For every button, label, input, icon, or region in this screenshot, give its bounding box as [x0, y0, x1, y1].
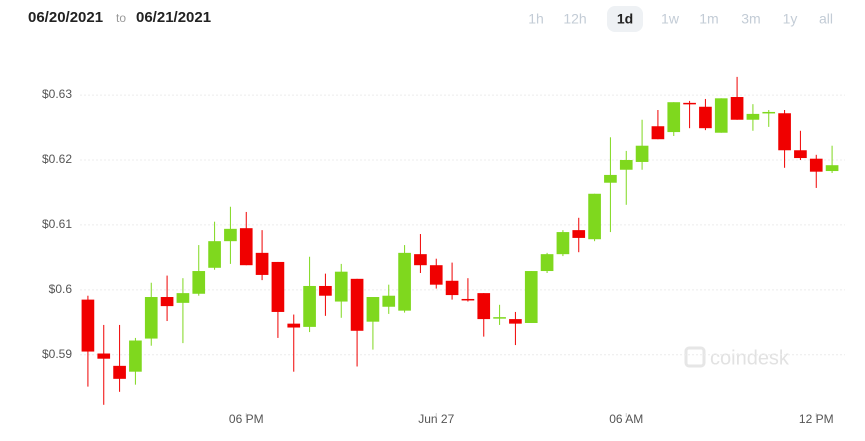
- candle-body: [746, 113, 760, 120]
- candle-body: [730, 97, 744, 120]
- y-tick-label: $0.62: [42, 152, 72, 166]
- date-from: 06/20/2021: [28, 9, 103, 26]
- candle-body: [334, 271, 348, 302]
- candle-body: [619, 160, 633, 170]
- candle-body: [572, 230, 586, 238]
- candle-body: [255, 252, 269, 275]
- candle-body: [129, 340, 142, 372]
- date-to-word: to: [116, 11, 126, 25]
- candle-body: [271, 261, 285, 312]
- x-tick-label: 12 PM: [799, 412, 834, 426]
- candle-body: [714, 98, 728, 133]
- candle-body: [461, 298, 475, 301]
- candle-body: [208, 241, 221, 268]
- x-tick-label: 06 PM: [229, 412, 264, 426]
- candle-body: [493, 317, 506, 319]
- x-tick-label: 06 AM: [609, 412, 643, 426]
- candle-body: [809, 158, 823, 172]
- range-button-bg: [607, 6, 643, 32]
- candle-body: [825, 165, 839, 172]
- candle-body: [540, 254, 554, 272]
- range-button[interactable]: 1d: [617, 11, 633, 27]
- candle-body: [683, 102, 696, 105]
- candle-body: [176, 293, 190, 303]
- candle-body: [509, 319, 522, 324]
- candle-body: [287, 323, 301, 328]
- range-button[interactable]: 1h: [528, 11, 544, 27]
- y-tick-label: $0.63: [42, 87, 72, 101]
- candle-body: [224, 228, 237, 242]
- candle-body: [762, 111, 776, 114]
- candle-body: [667, 102, 681, 133]
- candle-body: [699, 106, 712, 129]
- watermark-icon: [684, 346, 706, 368]
- candle-body: [651, 126, 665, 140]
- candle-body: [97, 353, 111, 359]
- candle-body: [382, 295, 396, 307]
- candle-body: [556, 232, 570, 255]
- candle-body: [604, 174, 617, 183]
- candle-body: [398, 252, 411, 311]
- candle-body: [160, 297, 174, 307]
- range-button[interactable]: 1m: [699, 11, 718, 27]
- watermark-text: coindesk: [710, 347, 790, 369]
- watermark: coindesk: [684, 346, 790, 369]
- candle-body: [588, 193, 601, 240]
- range-button[interactable]: all: [819, 11, 833, 27]
- candle-body: [445, 280, 459, 296]
- candle-body: [778, 113, 791, 151]
- candle-body: [524, 271, 538, 323]
- candle-body: [477, 293, 491, 320]
- range-button[interactable]: 3m: [741, 11, 760, 27]
- y-tick-label: $0.59: [42, 347, 72, 361]
- candle-body: [144, 297, 158, 339]
- candle-body: [192, 271, 206, 294]
- candle-body: [414, 254, 427, 266]
- candle-body: [350, 278, 364, 331]
- range-button[interactable]: 12h: [563, 11, 586, 27]
- y-tick-label: $0.6: [49, 282, 73, 296]
- candle-body: [319, 285, 332, 296]
- range-button[interactable]: 1y: [783, 11, 798, 27]
- candle-body: [113, 365, 126, 379]
- range-button[interactable]: 1w: [661, 11, 680, 27]
- candle-body: [303, 285, 316, 327]
- candle-body: [429, 265, 443, 285]
- y-tick-label: $0.61: [42, 217, 72, 231]
- candle-body: [239, 228, 253, 266]
- candle-body: [635, 145, 649, 162]
- x-tick-label: Jun 27: [418, 412, 454, 426]
- candle-body: [81, 299, 95, 352]
- candle-body: [794, 150, 807, 159]
- candle-body: [366, 297, 380, 322]
- date-to: 06/21/2021: [136, 9, 211, 26]
